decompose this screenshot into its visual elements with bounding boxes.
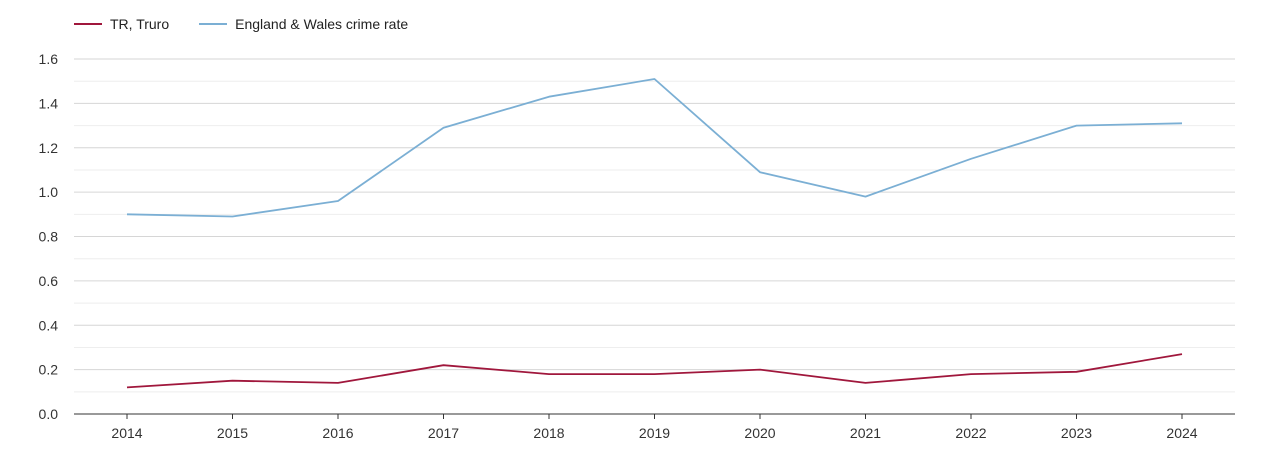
data-point-england-wales-crime-rate[interactable] — [965, 153, 977, 165]
series-line-tr-truro — [126, 353, 1183, 389]
data-point-england-wales-crime-rate[interactable] — [121, 208, 133, 220]
data-point-england-wales-crime-rate[interactable] — [649, 73, 661, 85]
x-tick-label: 2020 — [744, 425, 775, 441]
gridlines — [74, 58, 1235, 393]
y-tick-label: 0.6 — [39, 273, 59, 289]
data-point-tr-truro[interactable] — [332, 377, 344, 389]
x-tick-label: 2019 — [639, 425, 670, 441]
data-point-tr-truro[interactable] — [860, 377, 872, 389]
series-lines — [121, 73, 1188, 393]
data-point-england-wales-crime-rate[interactable] — [438, 122, 450, 134]
x-tick-label: 2014 — [111, 425, 142, 441]
data-point-england-wales-crime-rate[interactable] — [332, 195, 344, 207]
data-point-england-wales-crime-rate[interactable] — [860, 191, 872, 203]
data-point-tr-truro[interactable] — [1071, 366, 1083, 378]
x-tick-label: 2015 — [217, 425, 248, 441]
x-tick-label: 2016 — [322, 425, 353, 441]
data-point-england-wales-crime-rate[interactable] — [543, 91, 555, 103]
series-line-england-wales-crime-rate — [126, 78, 1183, 218]
legend-label-england-wales: England & Wales crime rate — [235, 16, 409, 32]
y-tick-label: 0.0 — [39, 406, 59, 422]
axes: 0.0 0.2 0.4 0.6 0.8 1.0 1.2 1.4 1.6 2014 2015 2016 2… — [39, 51, 1235, 441]
x-tick-label: 2024 — [1166, 425, 1197, 441]
data-point-tr-truro[interactable] — [965, 368, 977, 380]
legend-swatch-england-wales — [199, 23, 228, 25]
legend-swatch-truro — [74, 23, 102, 25]
x-tick-label: 2021 — [850, 425, 881, 441]
y-tick-label: 1.6 — [39, 51, 59, 67]
y-tick-label: 1.4 — [39, 95, 59, 111]
y-tick-label: 0.4 — [39, 317, 59, 333]
y-tick-label: 0.2 — [39, 362, 59, 378]
chart-legend: TR, Truro England & Wales crime rate — [74, 16, 438, 32]
x-tick-label: 2023 — [1061, 425, 1092, 441]
y-tick-label: 1.2 — [39, 140, 59, 156]
legend-item-truro[interactable]: TR, Truro — [74, 16, 169, 32]
legend-item-england-wales[interactable]: England & Wales crime rate — [199, 16, 408, 32]
x-tick-label: 2017 — [428, 425, 459, 441]
data-point-tr-truro[interactable] — [649, 368, 661, 380]
x-tick-label: 2018 — [533, 425, 564, 441]
data-point-tr-truro[interactable] — [121, 381, 133, 393]
data-point-england-wales-crime-rate[interactable] — [754, 166, 766, 178]
y-tick-label: 0.8 — [39, 229, 59, 245]
data-point-tr-truro[interactable] — [543, 368, 555, 380]
data-point-england-wales-crime-rate[interactable] — [1176, 117, 1188, 129]
data-point-tr-truro[interactable] — [438, 359, 450, 371]
data-point-tr-truro[interactable] — [227, 375, 239, 387]
data-point-tr-truro[interactable] — [754, 364, 766, 376]
y-tick-label: 1.0 — [39, 184, 59, 200]
data-point-tr-truro[interactable] — [1176, 348, 1188, 360]
legend-label-truro: TR, Truro — [110, 16, 170, 32]
x-tick-label: 2022 — [955, 425, 986, 441]
data-point-england-wales-crime-rate[interactable] — [227, 211, 239, 223]
data-point-england-wales-crime-rate[interactable] — [1071, 120, 1083, 132]
